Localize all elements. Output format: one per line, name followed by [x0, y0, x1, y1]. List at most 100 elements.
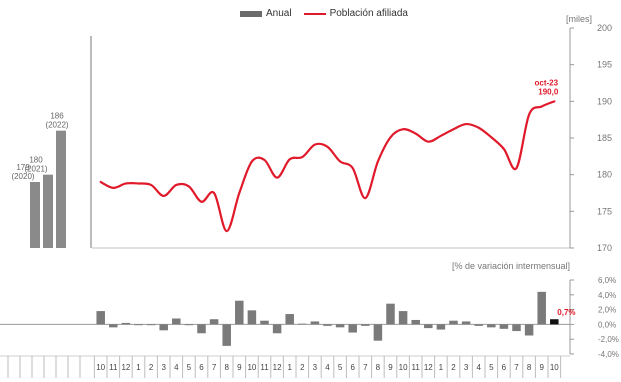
annual-value-label: 180 [29, 156, 43, 165]
pct-bar [524, 324, 534, 336]
x-tick-label: 8 [527, 363, 532, 372]
pct-bar [550, 319, 559, 325]
bottom-y-tick-label: -2,0% [598, 335, 619, 344]
pct-bar [373, 324, 383, 341]
pct-bar [96, 311, 105, 325]
annual-bar [56, 130, 66, 248]
x-tick-label: 10 [399, 363, 408, 372]
x-tick-label: 6 [350, 363, 355, 372]
pct-bar [449, 320, 458, 325]
pct-bar [512, 324, 521, 332]
x-tick-label: 8 [376, 363, 381, 372]
bottom-y-tick-label: 6,0% [598, 276, 616, 285]
pct-bar [197, 324, 206, 334]
highlight-pct-label: 0,7% [557, 308, 575, 317]
pct-bar [361, 324, 370, 326]
legend: Anual Población afiliada [240, 8, 408, 19]
pct-bar [222, 324, 231, 346]
x-tick-label: 10 [550, 363, 559, 372]
top-y-tick-label: 200 [597, 23, 612, 33]
top-y-tick-label: 190 [597, 96, 612, 106]
x-tick-label: 9 [539, 363, 544, 372]
pct-bar [172, 318, 181, 325]
x-tick-label: 11 [412, 363, 421, 372]
annual-year-label: (2020) [11, 172, 34, 181]
annual-value-label: 179 [16, 163, 30, 172]
top-y-tick-label: 180 [597, 170, 612, 180]
pct-bar [109, 324, 118, 328]
legend-annual-label: Anual [266, 8, 292, 19]
annual-bar [43, 174, 53, 248]
top-y-tick-label: 185 [597, 133, 612, 143]
pct-bar [436, 324, 446, 330]
pct-bar [272, 324, 282, 334]
top-unit-label: [miles] [566, 14, 593, 24]
x-tick-label: 4 [174, 363, 179, 372]
pct-bar [184, 324, 194, 326]
x-tick-label: 7 [514, 363, 519, 372]
x-tick-label: 12 [424, 363, 433, 372]
pct-bar [285, 314, 294, 325]
pct-bar [335, 324, 345, 328]
x-tick-label: 10 [96, 363, 105, 372]
x-tick-label: 8 [224, 363, 229, 372]
bottom-y-tick-label: -4,0% [598, 350, 619, 359]
annual-year-label: (2022) [45, 121, 68, 130]
pct-bar [487, 324, 496, 328]
annual-year-label: (2021) [24, 165, 47, 174]
pct-bar [537, 291, 546, 325]
x-tick-label: 12 [121, 363, 130, 372]
x-tick-label: 6 [199, 363, 204, 372]
x-tick-label: 1 [136, 363, 141, 372]
pct-bar [298, 323, 307, 325]
x-tick-label: 5 [338, 363, 343, 372]
pct-bar [121, 322, 131, 325]
affiliated-line [99, 100, 556, 233]
x-tick-label: 12 [273, 363, 282, 372]
pct-bar [499, 324, 509, 329]
x-tick-label: 5 [187, 363, 192, 372]
annual-bar [30, 182, 40, 248]
x-tick-label: 10 [247, 363, 256, 372]
top-y-tick-label: 170 [597, 243, 612, 253]
pct-bar [310, 321, 320, 325]
pct-bar [411, 319, 420, 325]
top-y-tick-label: 175 [597, 206, 612, 216]
x-tick-label: 1 [287, 363, 292, 372]
bottom-y-tick-label: 0,0% [598, 320, 616, 329]
x-tick-label: 1 [439, 363, 444, 372]
bottom-unit-label: [% de variación intermensual] [452, 261, 571, 271]
x-tick-label: 11 [109, 363, 118, 372]
x-tick-label: 3 [161, 363, 166, 372]
pct-bar [424, 324, 433, 329]
pct-bar [461, 321, 471, 325]
pct-bar [209, 319, 219, 325]
pct-bar [235, 300, 244, 325]
pct-bar [260, 320, 269, 325]
highlight-month-label: oct-23 [535, 78, 559, 87]
pct-bar [348, 324, 357, 333]
pct-bar [323, 324, 332, 326]
x-tick-label: 4 [476, 363, 481, 372]
legend-affiliated-label: Población afiliada [329, 8, 408, 19]
bottom-y-tick-label: 2,0% [598, 306, 616, 315]
x-tick-label: 4 [325, 363, 330, 372]
pct-bar [134, 324, 143, 326]
x-tick-label: 6 [502, 363, 507, 372]
legend-bar-swatch [240, 10, 262, 17]
legend-line-swatch [303, 12, 326, 15]
x-tick-label: 11 [260, 363, 269, 372]
x-tick-label: 7 [212, 363, 217, 372]
top-y-tick-label: 195 [597, 60, 612, 70]
x-tick-label: 9 [388, 363, 393, 372]
bottom-y-tick-label: 4,0% [598, 291, 616, 300]
pct-bar [159, 324, 168, 331]
pct-bar [474, 324, 483, 326]
x-tick-label: 5 [489, 363, 494, 372]
highlight-value-label: 190,0 [538, 87, 559, 96]
x-tick-label: 2 [300, 363, 305, 372]
x-tick-label: 3 [313, 363, 318, 372]
x-tick-label: 2 [451, 363, 456, 372]
x-tick-label: 9 [237, 363, 242, 372]
